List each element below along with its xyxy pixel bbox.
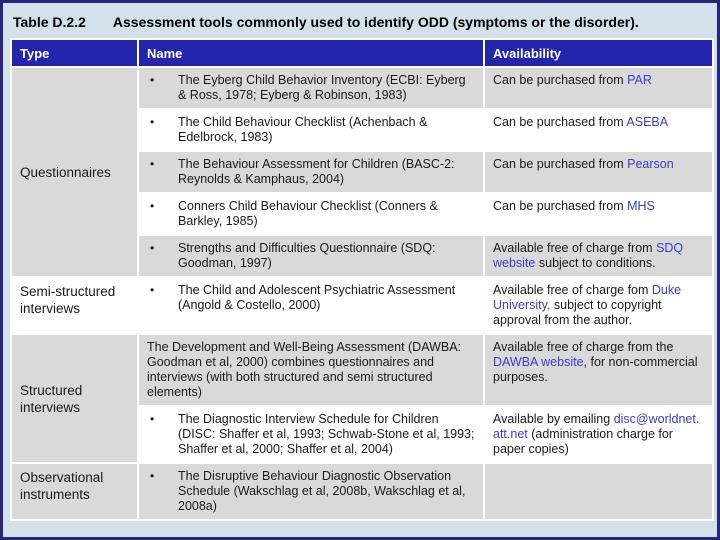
availability-cell: Can be purchased from PAR <box>485 68 712 108</box>
availability-text: Can be purchased from <box>493 199 628 213</box>
name-cell: • Strengths and Difficulties Questionnair… <box>139 236 483 276</box>
availability-text: subject to conditions. <box>535 256 656 270</box>
bullet-icon: • <box>150 241 155 255</box>
table-row: Structured interviews The Development and… <box>12 335 712 462</box>
name-cell: • The Child Behaviour Checklist (Achenbac… <box>139 110 483 150</box>
table-row: • The Diagnostic Interview Schedule for C… <box>12 407 712 462</box>
tool-name: The Disruptive Behaviour Diagnostic Obse… <box>178 469 466 513</box>
availability-link[interactable]: SDQ website <box>493 241 684 270</box>
availability-cell: Available free of charge from SDQ websit… <box>485 236 712 276</box>
availability-cell: Available free of charge from the DAWBA … <box>485 335 712 405</box>
bullet-icon: • <box>150 469 155 483</box>
availability-link[interactable]: Duke University, <box>493 283 682 312</box>
column-header-availability: Availability <box>485 40 712 66</box>
tool-name: The Child Behaviour Checklist (Achenbach… <box>178 115 428 144</box>
availability-link[interactable]: Pearson <box>627 157 674 171</box>
table-title: Table D.2.2 Assessment tools commonly use… <box>10 9 710 38</box>
type-cell: Semi-structured interviews <box>12 278 137 333</box>
type-cell: Structured interviews <box>12 335 137 462</box>
table-row: • The Behaviour Assessment for Children (… <box>12 152 712 192</box>
bullet-icon: • <box>150 283 155 297</box>
table-row: • Strengths and Difficulties Questionnair… <box>12 236 712 276</box>
bullet-icon: • <box>150 73 155 87</box>
availability-text: Available free of charge fom <box>493 283 652 297</box>
availability-link[interactable]: disc@worldnet.att.net <box>493 412 700 441</box>
table-row: • The Child Behaviour Checklist (Achenbac… <box>12 110 712 150</box>
availability-link[interactable]: ASEBA <box>626 115 669 129</box>
availability-text: Available free of charge from <box>493 241 657 255</box>
name-cell: • Conners Child Behaviour Checklist (Conn… <box>139 194 483 234</box>
availability-text: Available by emailing <box>493 412 614 426</box>
availability-cell: Available by emailing disc@worldnet.att.… <box>485 407 712 462</box>
assessment-tools-table: Type Name Availability Questionnaires • Th… <box>10 38 714 521</box>
table-number: Table D.2.2 <box>13 14 86 30</box>
bullet-icon: • <box>150 115 155 129</box>
availability-cell: Can be purchased from Pearson <box>485 152 712 192</box>
tool-name: Conners Child Behaviour Checklist (Conne… <box>178 199 438 228</box>
availability-cell <box>485 464 712 519</box>
availability-cell: Can be purchased from MHS <box>485 194 712 234</box>
column-header-name: Name <box>139 40 483 66</box>
table-caption: Assessment tools commonly used to identi… <box>112 14 639 30</box>
availability-text: , for non-commercial purposes. <box>493 355 698 384</box>
name-cell: • The Behaviour Assessment for Children (… <box>139 152 483 192</box>
availability-text: (administration charge for paper copies) <box>493 427 673 456</box>
availability-link[interactable]: MHS <box>627 199 655 213</box>
type-cell: Questionnaires <box>12 68 137 276</box>
tool-name: The Development and Well-Being Assessmen… <box>147 340 462 399</box>
name-cell: The Development and Well-Being Assessmen… <box>139 335 483 405</box>
bullet-icon: • <box>150 199 155 213</box>
type-cell: Observational instruments <box>12 464 137 519</box>
availability-link[interactable]: PAR <box>627 73 652 87</box>
availability-text: Can be purchased from <box>493 73 628 87</box>
bullet-icon: • <box>150 157 155 171</box>
tool-name: The Behaviour Assessment for Children (B… <box>178 157 455 186</box>
table-row: • Conners Child Behaviour Checklist (Conn… <box>12 194 712 234</box>
name-cell: • The Diagnostic Interview Schedule for C… <box>139 407 483 462</box>
tool-name: Strengths and Difficulties Questionnaire… <box>178 241 436 270</box>
name-cell: • The Eyberg Child Behavior Inventory (EC… <box>139 68 483 108</box>
availability-cell: Can be purchased from ASEBA <box>485 110 712 150</box>
tool-name: The Child and Adolescent Psychiatric Ass… <box>178 283 456 312</box>
name-cell: • The Child and Adolescent Psychiatric As… <box>139 278 483 333</box>
availability-text: Available free of charge from the <box>493 340 674 354</box>
availability-cell: Available free of charge fom Duke Univer… <box>485 278 712 333</box>
tool-name: The Diagnostic Interview Schedule for Ch… <box>178 412 475 456</box>
availability-text: Can be purchased from <box>493 157 628 171</box>
availability-text: Can be purchased from <box>493 115 627 129</box>
name-cell: • The Disruptive Behaviour Diagnostic Obs… <box>139 464 483 519</box>
table-row: Semi-structured interviews • The Child and… <box>12 278 712 333</box>
header-row: Type Name Availability <box>12 40 712 66</box>
table-body: Questionnaires • The Eyberg Child Behavior… <box>12 68 712 519</box>
availability-link[interactable]: DAWBA website <box>493 355 584 369</box>
tool-name: The Eyberg Child Behavior Inventory (ECB… <box>178 73 466 102</box>
availability-text: subject to copyright approval from the a… <box>493 298 662 327</box>
bullet-icon: • <box>150 412 155 426</box>
table-row: Questionnaires • The Eyberg Child Behavior… <box>12 68 712 276</box>
table-row: Observational instruments • The Disruptive… <box>12 464 712 519</box>
column-header-type: Type <box>12 40 137 66</box>
